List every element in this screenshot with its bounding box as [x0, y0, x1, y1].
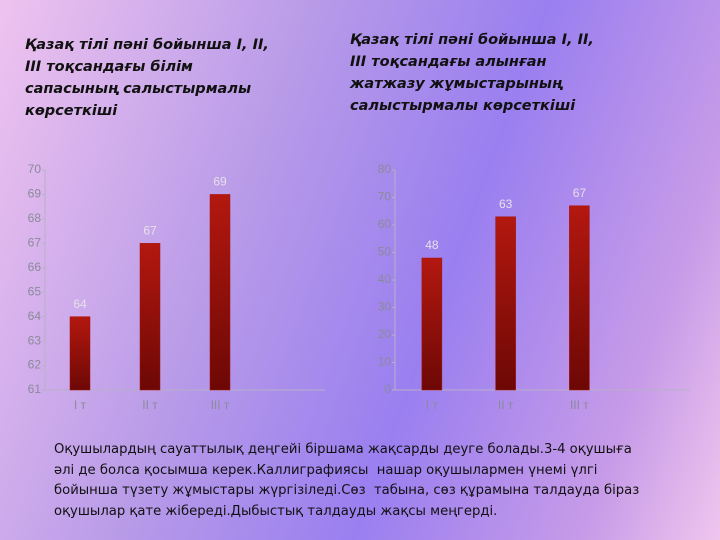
y-tick-label: 70 [378, 190, 392, 204]
y-tick-label: 69 [28, 187, 42, 201]
data-label: 63 [499, 197, 513, 211]
bar [139, 243, 161, 391]
bar [569, 205, 590, 391]
data-label: 67 [143, 224, 157, 238]
y-tick-label: 60 [378, 217, 392, 231]
data-label: 69 [213, 175, 227, 189]
y-tick-label: 10 [378, 355, 392, 369]
x-tick-label: II т [142, 398, 158, 412]
y-tick-label: 64 [28, 309, 42, 323]
data-label: 67 [573, 186, 587, 200]
y-tick-label: 67 [28, 236, 42, 250]
y-tick-label: 66 [28, 260, 42, 274]
chart-title: III тоқсандағы білім [25, 59, 193, 75]
x-tick-label: III т [211, 398, 230, 412]
y-tick-label: 68 [28, 211, 42, 225]
note: Оқушылардың сауаттылық деңгейі біршама ж… [54, 440, 639, 522]
chart-title: III тоқсандағы алынған [350, 54, 547, 70]
chart-title: Қазақ тілі пәні бойынша I, II, [25, 37, 269, 53]
bar [421, 257, 443, 391]
bar [69, 316, 91, 391]
note-line: бойынша түзету жұмыстары жүргізіледі.Сөз… [54, 483, 640, 498]
y-tick-label: 30 [378, 300, 392, 314]
bar [495, 216, 516, 391]
y-tick-label: 0 [384, 382, 391, 396]
note-line: Оқушылардың сауаттылық деңгейі біршама ж… [54, 442, 632, 457]
note-line: әлі де болса қосымша керек.Каллиграфиясы… [54, 462, 598, 478]
x-tick-label: I т [74, 398, 87, 412]
note-line: оқушылар қате жібереді.Дыбыстық талдауды… [54, 503, 498, 519]
chart-title: сапасының салыстырмалы [25, 81, 251, 97]
data-label: 64 [73, 297, 87, 311]
y-tick-label: 50 [378, 245, 392, 259]
y-tick-label: 80 [378, 162, 392, 176]
y-tick-label: 70 [28, 162, 42, 176]
y-tick-label: 61 [28, 382, 42, 396]
chart-title: салыстырмалы көрсеткіші [350, 98, 576, 114]
x-tick-label: I т [426, 398, 439, 412]
chart-title: Қазақ тілі пәні бойынша I, II, [350, 32, 594, 48]
y-tick-label: 63 [28, 333, 42, 347]
chart-title: көрсеткіші [25, 103, 118, 119]
y-tick-label: 62 [28, 358, 42, 372]
y-tick-label: 20 [378, 327, 392, 341]
y-tick-label: 40 [378, 272, 392, 286]
chart-title: жатжазу жұмыстарының [349, 76, 564, 92]
y-tick-label: 65 [28, 284, 42, 298]
x-tick-label: III т [570, 398, 589, 412]
x-tick-label: II т [498, 398, 514, 412]
bar [209, 194, 231, 391]
data-label: 48 [425, 238, 439, 252]
